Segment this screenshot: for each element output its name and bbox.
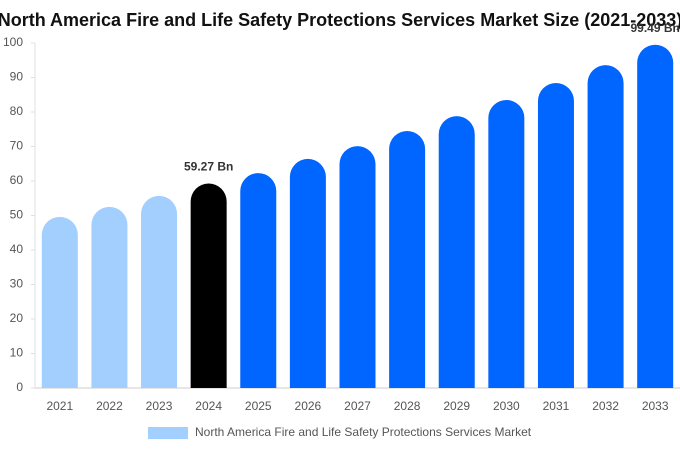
- legend-label: North America Fire and Life Safety Prote…: [195, 425, 532, 439]
- bar: [190, 183, 227, 388]
- y-tick-label: 40: [10, 242, 24, 256]
- x-tick-label: 2029: [443, 399, 470, 413]
- legend-swatch: [148, 427, 188, 439]
- x-tick-label: 2024: [195, 399, 222, 413]
- bar: [91, 206, 128, 388]
- x-tick-label: 2022: [96, 399, 123, 413]
- bar: [240, 173, 277, 388]
- x-tick-label: 2030: [493, 399, 520, 413]
- bar: [637, 44, 674, 389]
- y-tick-label: 30: [10, 277, 24, 291]
- bar: [289, 158, 326, 388]
- bar: [41, 216, 78, 388]
- bar: [389, 130, 426, 388]
- bar: [438, 116, 475, 388]
- y-tick-label: 20: [10, 311, 24, 325]
- x-tick-label: 2032: [592, 399, 619, 413]
- data-label: 99.49 Bn: [631, 21, 680, 35]
- chart-title: North America Fire and Life Safety Prote…: [0, 10, 680, 30]
- y-tick-label: 10: [10, 346, 24, 360]
- bar: [339, 146, 376, 388]
- y-tick-label: 50: [10, 208, 24, 222]
- bar: [537, 83, 574, 389]
- y-tick-label: 90: [10, 70, 24, 84]
- y-tick-label: 80: [10, 104, 24, 118]
- x-tick-label: 2023: [146, 399, 173, 413]
- y-tick-label: 100: [3, 35, 23, 49]
- x-tick-label: 2031: [543, 399, 570, 413]
- bar: [587, 65, 624, 388]
- x-tick-label: 2025: [245, 399, 272, 413]
- y-tick-label: 0: [16, 380, 23, 394]
- x-tick-label: 2021: [46, 399, 73, 413]
- y-tick-label: 60: [10, 173, 24, 187]
- bar: [141, 195, 178, 388]
- y-tick-label: 70: [10, 139, 24, 153]
- data-label: 59.27 Bn: [184, 160, 233, 174]
- x-tick-label: 2033: [642, 399, 669, 413]
- x-tick-label: 2028: [394, 399, 421, 413]
- x-tick-label: 2026: [295, 399, 322, 413]
- bar: [488, 99, 525, 388]
- x-tick-label: 2027: [344, 399, 371, 413]
